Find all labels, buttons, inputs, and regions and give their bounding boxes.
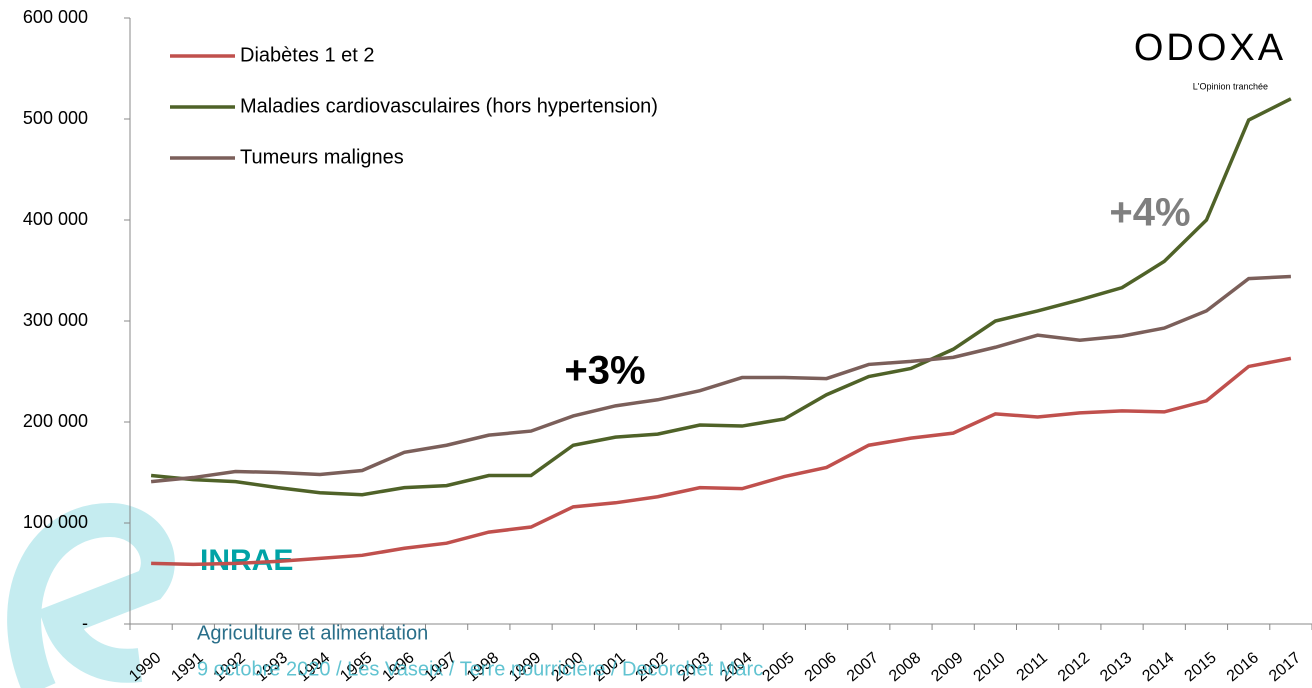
- y-tick-label: 600 000: [23, 7, 88, 27]
- series-line: [150, 97, 1292, 497]
- x-tick-label: 2016: [1224, 649, 1262, 685]
- x-tick-label: 2008: [886, 649, 924, 685]
- y-tick-label: 400 000: [23, 209, 88, 229]
- legend-label: Diabètes 1 et 2: [240, 44, 375, 66]
- x-tick-label: 2015: [1182, 649, 1220, 685]
- odoxa-logo: ODOXA: [1134, 27, 1286, 69]
- legend-label: Maladies cardiovasculaires (hors hyperte…: [240, 95, 658, 117]
- x-tick-label: 2017: [1266, 649, 1304, 685]
- x-tick-label: 2009: [928, 649, 966, 685]
- footer-line: 9 octobre 2020 / Les Vaseix / Terre nour…: [197, 658, 763, 680]
- annotation: +4%: [1109, 191, 1190, 235]
- e-logo: [7, 502, 175, 688]
- x-tick-label: 2006: [802, 649, 840, 685]
- footer-line: Agriculture et alimentation: [197, 622, 428, 644]
- y-tick-label: 100 000: [23, 512, 88, 532]
- y-tick-label: -: [82, 613, 88, 633]
- x-tick-label: 2012: [1055, 649, 1093, 685]
- y-tick-label: 500 000: [23, 108, 88, 128]
- plot: - 100 000 200 000 300 000 400 000 500 000 600 …: [23, 7, 1312, 685]
- x-tick-label: 2013: [1097, 649, 1135, 685]
- series-line: [151, 356, 1292, 567]
- annotation: +3%: [564, 349, 645, 393]
- legend-label: Tumeurs malignes: [240, 146, 404, 168]
- x-tick-label: 2007: [844, 649, 882, 685]
- x-tick-label: 2011: [1014, 649, 1051, 684]
- y-tick-label: 300 000: [23, 310, 88, 330]
- series-line: [150, 274, 1291, 484]
- x-tick-label: 2010: [970, 649, 1008, 685]
- y-tick-label: 200 000: [23, 411, 88, 431]
- x-tick-label: 2005: [759, 649, 797, 685]
- odoxa-tagline: L'Opinion tranchée: [1193, 81, 1268, 91]
- x-tick-label: 2014: [1139, 649, 1177, 685]
